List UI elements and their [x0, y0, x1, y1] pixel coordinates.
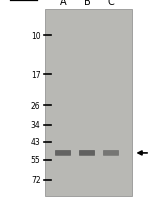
FancyBboxPatch shape	[79, 150, 95, 156]
Text: B: B	[84, 0, 90, 7]
Bar	[45, 10, 132, 196]
Text: C: C	[108, 0, 114, 7]
Text: 10: 10	[31, 32, 40, 41]
Text: 34: 34	[31, 121, 40, 129]
FancyBboxPatch shape	[103, 150, 119, 156]
Text: A: A	[60, 0, 66, 7]
Text: 26: 26	[31, 101, 40, 110]
Text: 55: 55	[31, 156, 40, 165]
Text: 43: 43	[31, 138, 40, 147]
Text: 17: 17	[31, 70, 40, 79]
Text: 72: 72	[31, 175, 40, 184]
FancyBboxPatch shape	[55, 150, 71, 156]
